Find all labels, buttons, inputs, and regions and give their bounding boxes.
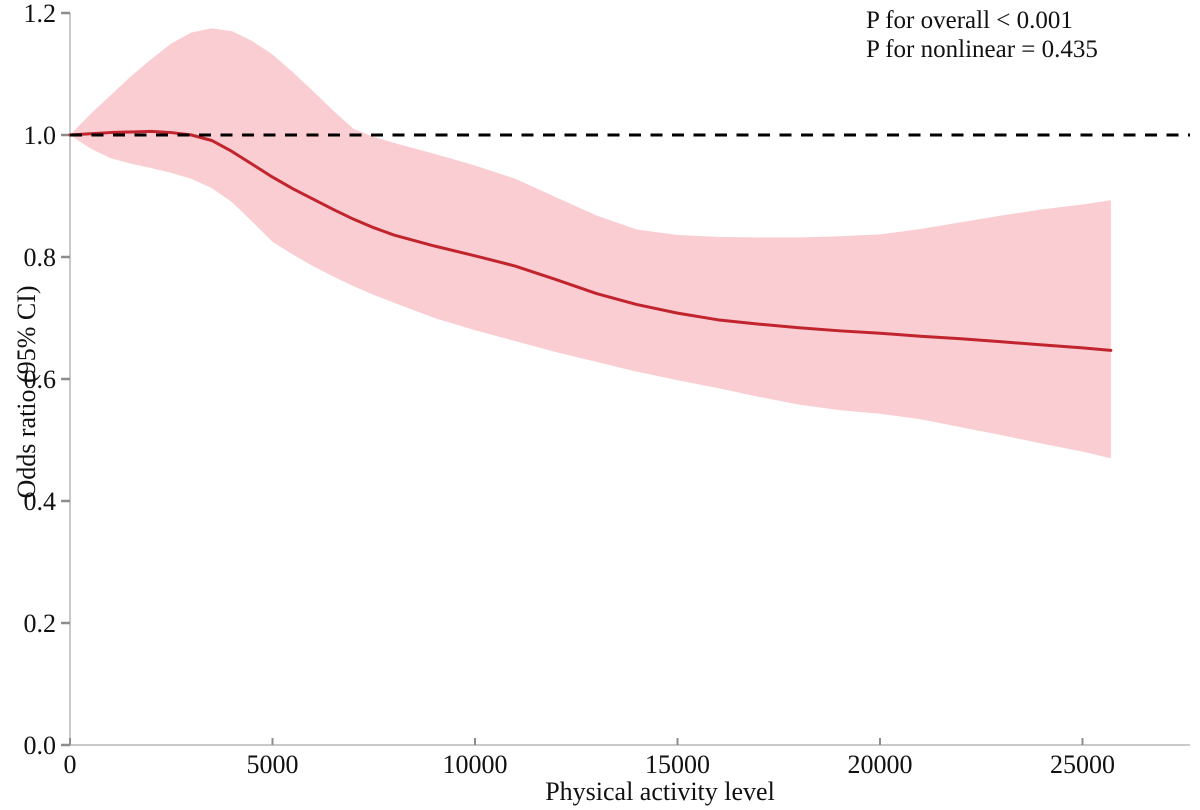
y-tick-label: 0.6 — [24, 365, 57, 394]
y-axis-title: Odds ratio (95% CI) — [12, 285, 41, 499]
y-tick-label: 0.2 — [24, 609, 57, 638]
x-tick-label: 25000 — [1050, 750, 1115, 779]
annotation-p-overall: P for overall < 0.001 — [866, 7, 1073, 34]
annotation-p-nonlinear: P for nonlinear = 0.435 — [866, 36, 1098, 63]
y-tick-label: 0.8 — [24, 243, 57, 272]
confidence-band — [70, 28, 1111, 459]
x-tick-label: 0 — [64, 750, 77, 779]
y-tick-label: 0.0 — [24, 731, 57, 760]
x-axis-title: Physical activity level — [545, 777, 775, 806]
y-tick-label: 1.0 — [24, 121, 57, 150]
y-tick-label: 1.2 — [24, 0, 57, 28]
x-tick-label: 20000 — [848, 750, 913, 779]
x-tick-label: 10000 — [443, 750, 508, 779]
x-tick-label: 5000 — [247, 750, 299, 779]
y-tick-label: 0.4 — [24, 487, 57, 516]
p-value-annotations: P for overall < 0.001 P for nonlinear = … — [866, 6, 1098, 64]
x-tick-label: 15000 — [645, 750, 710, 779]
